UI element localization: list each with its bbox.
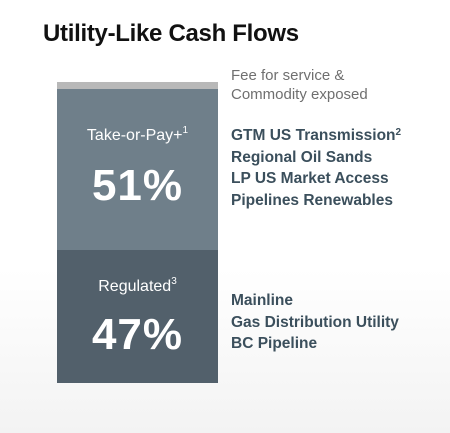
list-item: Mainline (231, 290, 399, 312)
take-or-pay-list: GTM US Transmission2 Regional Oil Sands … (231, 125, 401, 211)
list-item-text: Pipelines Renewables (231, 191, 393, 209)
fee-note: Fee for service & Commodity exposed (231, 66, 368, 104)
list-item-text: Regional Oil Sands (231, 148, 373, 166)
regulated-label-text: Regulated (98, 278, 172, 295)
fee-note-line-1: Fee for service & (231, 67, 345, 84)
list-item-text: LP US Market Access (231, 170, 389, 187)
list-item: Gas Distribution Utility (231, 312, 399, 334)
regulated-footnote: 3 (171, 276, 177, 287)
list-item-text: GTM US Transmission (231, 127, 396, 144)
take-or-pay-block: Take-or-Pay+1 51% (57, 89, 218, 250)
list-item: LP US Market Access (231, 168, 401, 190)
slide-title: Utility-Like Cash Flows (43, 20, 299, 47)
list-item: BC Pipeline (231, 333, 399, 355)
take-or-pay-label: Take-or-Pay+1 (57, 125, 218, 145)
list-item-text: Mainline (231, 292, 294, 309)
list-item-text: BC Pipeline (231, 335, 318, 352)
list-item-text: Gas Distribution Utility (231, 313, 399, 331)
list-item: Regional Oil Sands (231, 147, 401, 169)
take-or-pay-label-text: Take-or-Pay+ (86, 127, 183, 144)
list-item-footnote: 2 (395, 127, 402, 138)
list-item: GTM US Transmission2 (231, 125, 401, 147)
regulated-label: Regulated3 (57, 276, 218, 296)
regulated-list: Mainline Gas Distribution Utility BC Pip… (231, 290, 399, 355)
list-item: Pipelines Renewables (231, 190, 401, 212)
fee-note-line-2: Commodity exposed (231, 86, 368, 103)
take-or-pay-footnote: 1 (182, 125, 189, 136)
take-or-pay-percent: 51% (91, 161, 184, 210)
regulated-block: Regulated3 47% (57, 250, 218, 383)
regulated-percent: 47% (91, 310, 184, 359)
fee-for-service-bar (57, 82, 218, 89)
